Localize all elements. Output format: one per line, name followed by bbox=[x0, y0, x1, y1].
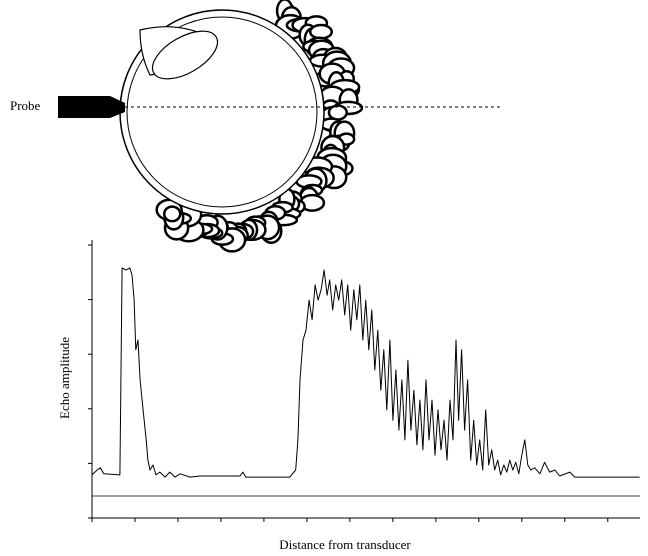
x-axis-title: Distance from transducer bbox=[279, 537, 411, 552]
lens bbox=[151, 30, 219, 80]
eye-inner-wall bbox=[126, 16, 318, 208]
probe-label: Probe bbox=[10, 98, 41, 113]
tissue-blob bbox=[162, 205, 182, 223]
echo-trace bbox=[91, 267, 640, 478]
tissue-blob bbox=[308, 23, 333, 40]
probe bbox=[58, 96, 125, 118]
y-axis-title: Echo amplitude bbox=[57, 337, 72, 419]
